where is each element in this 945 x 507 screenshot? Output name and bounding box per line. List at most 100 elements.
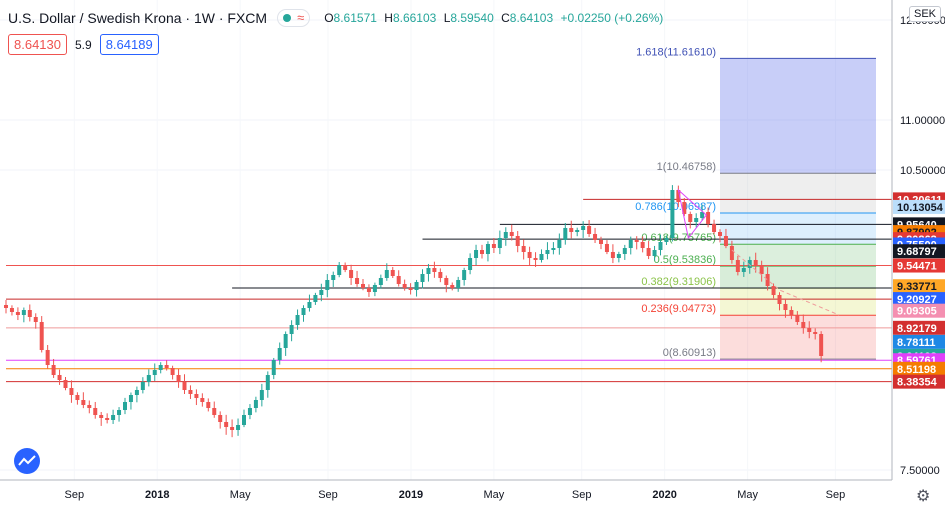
candle <box>81 392 86 409</box>
candle-body <box>610 252 615 258</box>
candle-body <box>242 415 246 425</box>
candle-body <box>378 278 383 285</box>
spread-value: 5.9 <box>75 37 92 52</box>
candle-body <box>819 334 824 356</box>
candle-body <box>63 380 68 388</box>
candle <box>646 241 651 260</box>
candle <box>521 239 526 260</box>
candle-body <box>599 240 603 244</box>
candle-body <box>789 310 794 315</box>
candle-body <box>200 398 205 402</box>
candle <box>384 263 389 281</box>
candle-body <box>361 284 365 288</box>
candle-body <box>706 212 711 224</box>
candle <box>366 284 371 297</box>
candle <box>176 368 181 388</box>
gear-icon[interactable]: ⚙ <box>916 488 931 505</box>
low-value: 8.59540 <box>450 11 494 25</box>
candle <box>551 242 556 255</box>
currency-badge[interactable]: SEK <box>909 6 942 22</box>
candle-body <box>182 382 187 390</box>
candle-body <box>604 244 609 252</box>
candle <box>337 261 342 278</box>
candle-body <box>236 425 241 430</box>
candle <box>188 385 193 399</box>
candle <box>789 306 794 320</box>
candle <box>801 314 806 334</box>
candle <box>99 411 104 426</box>
candle-body <box>51 365 56 375</box>
candle <box>694 213 699 228</box>
low-key: L <box>443 11 451 25</box>
price-label-text: 9.09305 <box>897 306 937 318</box>
price-label-bg <box>893 320 945 335</box>
candle <box>718 229 722 243</box>
candle <box>4 300 8 314</box>
candle-body <box>426 268 431 274</box>
ohlc-values: O8.61571 H8.66103 L8.59540 C8.64103 +0.0… <box>324 11 667 25</box>
candle-body <box>277 348 282 360</box>
candle-body <box>331 275 336 280</box>
candle <box>700 204 705 221</box>
candle <box>57 369 62 385</box>
candle-body <box>93 408 98 415</box>
candle <box>355 270 360 287</box>
candle-body <box>729 246 734 260</box>
candle <box>462 267 467 286</box>
price-label: 9.68797 <box>893 244 945 259</box>
candle-body <box>801 322 806 328</box>
candle-body <box>295 315 300 325</box>
market-status-pills[interactable]: ≈ <box>277 9 311 27</box>
price-label-bg <box>893 292 945 307</box>
candle-body <box>723 236 728 246</box>
high-value: 8.66103 <box>392 11 437 25</box>
price-label-text: 9.54471 <box>897 261 937 273</box>
candle-body <box>140 382 145 390</box>
candle-body <box>15 312 20 315</box>
candle <box>111 409 116 424</box>
candle-body <box>176 375 181 382</box>
fib-level-label: 0.618(9.75765) <box>641 232 716 244</box>
candle-body <box>343 265 348 270</box>
candle <box>170 365 175 380</box>
candle-body <box>771 286 776 295</box>
pattern-drawings[interactable] <box>677 188 840 316</box>
candle <box>45 345 50 369</box>
price-tick-label: 11.00000 <box>900 115 945 127</box>
candle-body <box>777 295 782 304</box>
candle <box>628 236 633 255</box>
fib-level-label: 0.5(9.53836) <box>654 254 716 266</box>
candle <box>343 262 348 273</box>
candle <box>515 231 520 253</box>
time-axis[interactable]: aySep2018MaySep2019MaySep2020MaySep <box>0 479 892 501</box>
sell-button[interactable]: 8.64130 <box>8 34 67 55</box>
grid <box>0 19 892 471</box>
candle-body <box>45 350 50 365</box>
candle-body <box>218 415 223 422</box>
candle-body <box>813 332 818 334</box>
candle <box>652 245 657 261</box>
candle-body <box>658 242 663 250</box>
candle-body <box>164 365 169 368</box>
candle <box>75 392 80 405</box>
candle <box>200 393 205 407</box>
candle <box>444 275 449 293</box>
candle-body <box>87 405 92 408</box>
candle <box>420 269 425 289</box>
symbol-title[interactable]: U.S. Dollar / Swedish Krona · 1W · FXCM <box>8 10 268 26</box>
candle <box>783 298 788 318</box>
buy-button[interactable]: 8.64189 <box>99 34 159 55</box>
support-resistance-lines[interactable] <box>6 198 892 383</box>
candle <box>723 228 728 249</box>
tradingview-logo-icon[interactable] <box>14 448 40 474</box>
candle <box>265 371 270 398</box>
candle <box>51 358 56 378</box>
candle-body <box>444 278 449 285</box>
candle <box>587 220 592 237</box>
candle-body <box>372 285 377 292</box>
candle-body <box>491 244 496 248</box>
candle <box>593 227 598 244</box>
candle-body <box>747 260 752 268</box>
fib-zone <box>720 58 876 174</box>
